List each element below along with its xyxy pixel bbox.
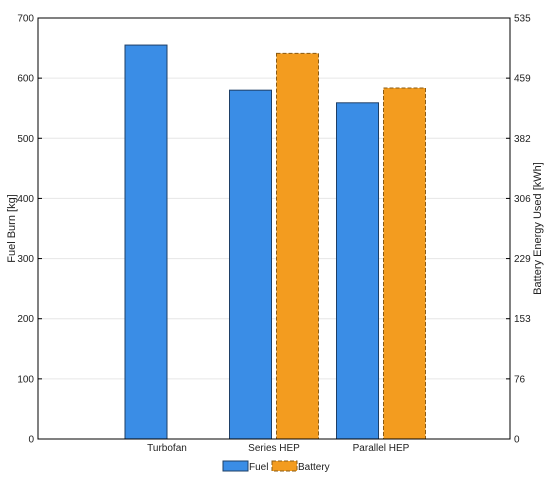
bar-fuel: [124, 44, 168, 440]
y-tick-label-right: 76: [514, 374, 526, 385]
bar-battery: [383, 87, 426, 440]
y-axis-label-right: Battery Energy Used [kWh]: [532, 162, 544, 295]
y-tick-label-left: 500: [17, 134, 34, 145]
y-tick-label-right: 459: [514, 74, 531, 85]
y-axis-label-left: Fuel Burn [kg]: [6, 194, 18, 262]
x-axis-ticks: Turbofan Series HEP Parallel HEP: [147, 443, 409, 454]
y-tick-label-left: 100: [17, 374, 34, 385]
x-tick-label: Parallel HEP: [353, 443, 410, 454]
y-tick-label-right: 382: [514, 134, 531, 145]
y-tick-label-left: 600: [17, 74, 34, 85]
y-tick-label-left: 200: [17, 314, 34, 325]
x-tick-label: Series HEP: [248, 443, 300, 454]
y-tick-label-right: 535: [514, 14, 531, 25]
x-tick-label: Turbofan: [147, 443, 187, 454]
bar-fuel: [336, 102, 379, 440]
y-tick-label-left: 300: [17, 254, 34, 265]
y-tick-label-left: 0: [28, 435, 34, 446]
y-tick-label-left: 700: [17, 14, 34, 25]
y-tick-label-right: 229: [514, 254, 531, 265]
y-tick-label-right: 153: [514, 314, 531, 325]
bar-battery: [276, 52, 319, 440]
legend-swatch-fuel: [222, 460, 249, 472]
bars: [124, 44, 426, 440]
gridlines: [38, 77, 510, 380]
y-tick-label-right: 0: [514, 435, 520, 446]
legend: Fuel Battery: [222, 460, 330, 473]
left-axis-ticks: 0 100 200 300 400 500 600 700: [17, 14, 42, 446]
legend-label-fuel: Fuel: [249, 462, 268, 473]
y-tick-label-right: 306: [514, 194, 531, 205]
y-tick-label-left: 400: [17, 194, 34, 205]
right-axis-ticks: 0 76 153 229 306 382 459 535: [506, 14, 531, 446]
legend-swatch-battery: [271, 460, 298, 472]
legend-label-battery: Battery: [298, 462, 330, 473]
plot-frame: [37, 17, 511, 440]
bar-fuel: [229, 89, 272, 440]
